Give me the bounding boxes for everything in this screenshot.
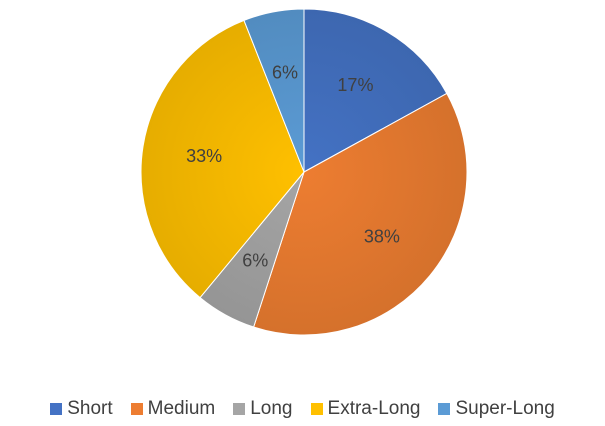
legend-item-medium: Medium [130, 398, 216, 420]
legend-label: Super-Long [455, 398, 555, 419]
chart-legend: Short Medium Long Extra-Long Super-Long [0, 398, 605, 420]
legend-item-long: Long [233, 398, 293, 420]
legend-swatch-extra-long [310, 403, 323, 415]
legend-swatch-long [233, 403, 246, 415]
legend-item-short: Short [50, 398, 113, 420]
pie-slice-extra-long [140, 19, 305, 299]
data-label-extra-long: 33% [186, 146, 222, 166]
legend-label: Long [250, 398, 293, 419]
pie-slice-short [303, 8, 448, 173]
data-label-long: 6% [242, 251, 268, 271]
legend-swatch-short [50, 403, 63, 415]
data-label-medium: 38% [364, 226, 400, 246]
legend-label: Short [67, 398, 113, 419]
legend-swatch-super-long [438, 403, 451, 415]
pie-slice-medium [252, 92, 468, 336]
legend-label: Extra-Long [327, 398, 421, 419]
data-label-super-long: 6% [272, 63, 298, 83]
pie-slices [140, 8, 468, 336]
legend-item-super-long: Super-Long [438, 398, 555, 420]
pie-slice-super-long [243, 8, 305, 173]
legend-swatch-medium [130, 403, 143, 415]
data-label-short: 17% [337, 75, 373, 95]
legend-label: Medium [147, 398, 216, 419]
legend-item-extra-long: Extra-Long [310, 398, 421, 420]
pie-data-labels: 17% 38% 6% 33% 6% [186, 63, 400, 271]
